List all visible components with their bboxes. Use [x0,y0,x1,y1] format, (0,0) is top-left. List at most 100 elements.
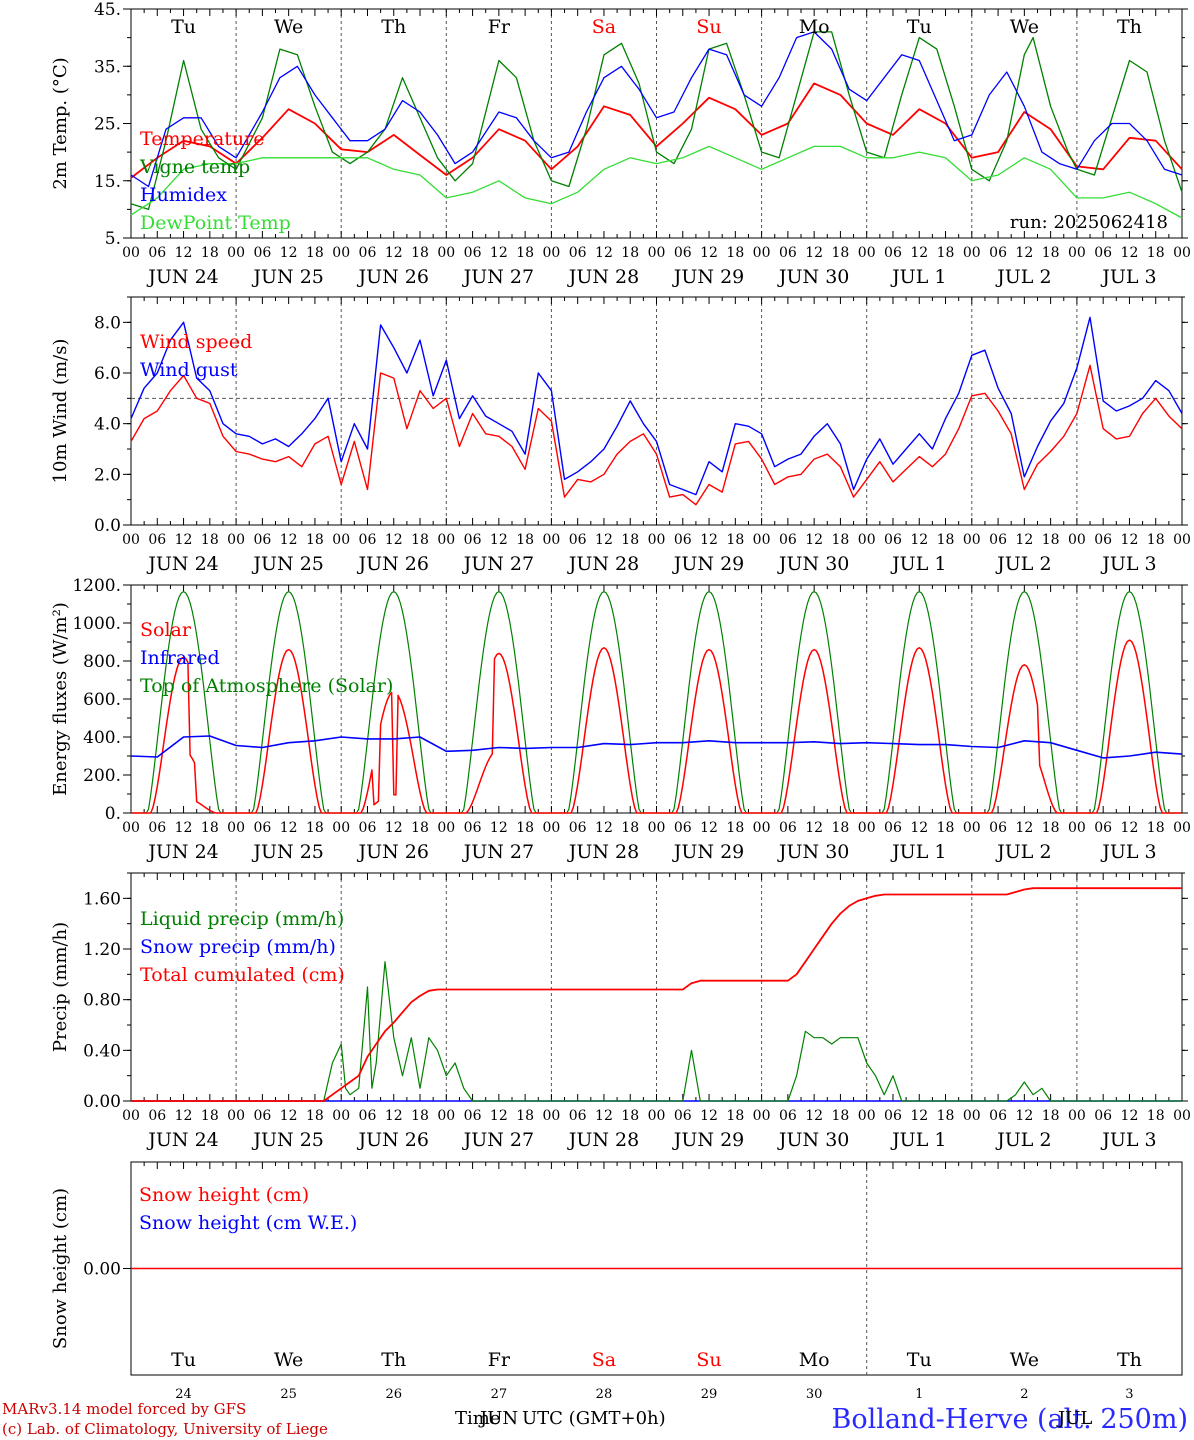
hour-tick-label: 00 [437,532,455,548]
day-number-label: 29 [701,1387,718,1402]
hour-tick-label: 18 [937,1108,955,1124]
hour-tick-label: 18 [1147,820,1165,836]
day-number-label: 25 [280,1387,297,1402]
hour-tick-label: 00 [753,532,771,548]
footer-jul-label: JUL [1056,1408,1092,1429]
y-tick-label: 1.20 [83,940,121,960]
date-label: JUL 2 [995,1129,1051,1151]
hour-tick-label: 06 [989,532,1007,548]
hour-tick-label: 12 [175,1108,193,1124]
date-label: JUL 3 [1100,266,1156,288]
date-label: JUL 3 [1100,1129,1156,1151]
hour-tick-label: 12 [910,532,928,548]
y-axis-label: 2m Temp. (°C) [50,57,71,189]
hour-tick-label: 06 [148,532,166,548]
hour-tick-label: 12 [910,245,928,261]
y-tick-label: 4.0 [94,415,121,435]
series-dewpoint-temp [130,145,1183,219]
date-label: JUN 29 [672,553,744,575]
weekday-label: Tu [171,16,196,38]
date-label: JUN 25 [251,1129,323,1151]
hour-tick-label: 18 [937,532,955,548]
hour-tick-label: 00 [648,245,666,261]
hour-tick-label: 12 [1015,245,1033,261]
y-tick-label: 0.0 [94,516,121,536]
hour-tick-label: 00 [437,820,455,836]
hour-tick-label: 00 [542,245,560,261]
hour-tick-label: 18 [621,820,639,836]
day-number-label: 27 [491,1387,508,1402]
hour-tick-label: 18 [621,245,639,261]
date-label: JUN 25 [251,841,323,863]
hour-tick-label: 06 [253,1108,271,1124]
hour-tick-label: 00 [648,820,666,836]
weekday-label-bottom: We [1010,1349,1039,1371]
hour-tick-label: 12 [595,820,613,836]
hour-tick-label: 12 [385,532,403,548]
hour-tick-label: 18 [1042,532,1060,548]
y-tick-label: 1200. [72,576,121,596]
weekday-label: Sa [592,16,616,38]
hour-tick-label: 06 [464,820,482,836]
date-label: JUL 3 [1100,553,1156,575]
hour-tick-label: 06 [464,245,482,261]
hour-tick-label: 00 [858,1108,876,1124]
hour-tick-label: 18 [411,532,429,548]
weekday-label: Su [696,16,721,38]
date-label: JUN 30 [777,1129,849,1151]
y-axis-label: Energy fluxes (W/m²) [50,602,71,796]
hour-tick-label: 12 [385,1108,403,1124]
footer-time-label: Time [455,1408,500,1429]
hour-tick-label: 06 [569,245,587,261]
date-label: JUL 1 [890,1129,946,1151]
hour-tick-label: 00 [332,1108,350,1124]
date-label: JUN 27 [462,553,534,575]
hour-tick-label: 00 [542,532,560,548]
hour-tick-label: 00 [858,820,876,836]
hour-tick-label: 00 [1173,532,1191,548]
hour-tick-label: 06 [1094,245,1112,261]
hour-tick-label: 12 [280,1108,298,1124]
hour-tick-label: 00 [122,820,140,836]
hour-tick-label: 18 [1147,1108,1165,1124]
hour-tick-label: 06 [884,532,902,548]
hour-tick-label: 18 [1042,820,1060,836]
weekday-label-bottom: Mo [799,1349,830,1371]
hour-tick-label: 06 [779,820,797,836]
y-tick-label: 0.00 [83,1092,121,1112]
hour-tick-label: 12 [700,820,718,836]
hour-tick-label: 18 [201,532,219,548]
hour-tick-label: 12 [910,820,928,836]
hour-tick-label: 06 [674,532,692,548]
hour-tick-label: 00 [227,245,245,261]
hour-tick-label: 12 [1121,1108,1139,1124]
hour-tick-label: 00 [122,1108,140,1124]
hour-tick-label: 12 [280,245,298,261]
hour-tick-label: 06 [884,245,902,261]
hour-tick-label: 12 [805,532,823,548]
hour-tick-label: 12 [385,820,403,836]
legend-item: Wind gust [140,359,238,381]
hour-tick-label: 06 [569,820,587,836]
date-label: JUN 27 [462,266,534,288]
weekday-label: Mo [799,16,830,38]
run-label: run: 2025062418 [1010,212,1168,233]
hour-tick-label: 18 [201,245,219,261]
hour-tick-label: 00 [542,1108,560,1124]
date-label: JUN 29 [672,1129,744,1151]
date-label: JUN 25 [251,266,323,288]
hour-tick-label: 00 [1068,1108,1086,1124]
hour-tick-label: 18 [411,245,429,261]
hour-tick-label: 18 [726,532,744,548]
date-label: JUL 2 [995,553,1051,575]
hour-tick-label: 06 [989,245,1007,261]
hour-tick-label: 18 [621,1108,639,1124]
hour-tick-label: 12 [700,1108,718,1124]
hour-tick-label: 06 [148,820,166,836]
weekday-label-bottom: We [274,1349,303,1371]
date-label: JUL 1 [890,553,946,575]
hour-tick-label: 06 [253,532,271,548]
day-number-label: 3 [1125,1387,1133,1402]
hour-tick-label: 00 [1068,532,1086,548]
